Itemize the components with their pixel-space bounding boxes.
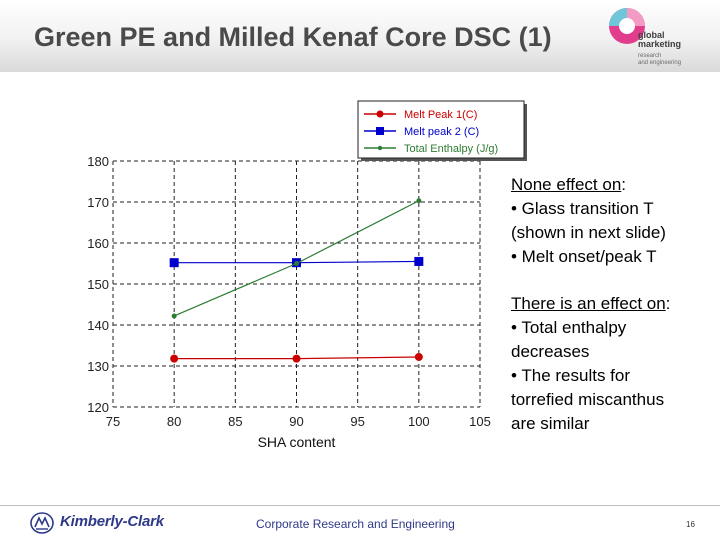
y-tick-label: 180: [87, 154, 109, 169]
legend-marker: [376, 127, 384, 135]
note-line: • Glass transition T: [511, 199, 654, 218]
data-point: [171, 313, 177, 319]
note-none-effect-heading: None effect on: [511, 175, 622, 194]
legend-label: Melt Peak 1(C): [404, 109, 477, 121]
note-line: • Total enthalpy: [511, 318, 627, 337]
y-tick-label: 160: [87, 236, 109, 251]
x-tick-label: 85: [228, 414, 242, 429]
data-point: [170, 354, 179, 363]
note-effect-colon: :: [665, 294, 671, 313]
company-name: Kimberly-Clark: [60, 513, 164, 530]
legend-marker: [377, 145, 383, 151]
y-tick-label: 130: [87, 359, 109, 374]
legend-label: Total Enthalpy (J/g): [404, 143, 498, 155]
x-tick-label: 100: [408, 414, 430, 429]
note-line: torrefied miscanthus: [511, 390, 665, 409]
note-line: are similar: [511, 414, 590, 433]
x-tick-label: 105: [469, 414, 491, 429]
footer-divider: [0, 505, 720, 506]
legend-marker: [376, 110, 384, 118]
data-point: [416, 198, 422, 204]
page-number: 16: [686, 520, 695, 529]
x-axis-label: SHA content: [258, 434, 336, 450]
data-point: [294, 261, 299, 266]
data-point: [414, 256, 424, 266]
note-effect: There is an effect on: • Total enthalpy …: [511, 292, 711, 436]
note-none-effect: None effect on: • Glass transition T (sh…: [511, 173, 711, 269]
slide-title: Green PE and Milled Kenaf Core DSC (1): [34, 22, 552, 52]
y-tick-label: 140: [87, 318, 109, 333]
logo-text-engineering: and engineering: [638, 60, 682, 66]
footer-department: Corporate Research and Engineering: [256, 517, 455, 531]
logo-text-research: research: [638, 53, 662, 59]
data-point: [414, 352, 423, 361]
global-marketing-logo-icon: [609, 8, 645, 44]
x-tick-label: 90: [289, 414, 303, 429]
y-tick-label: 120: [87, 400, 109, 415]
x-tick-label: 95: [350, 414, 364, 429]
x-tick-label: 80: [167, 414, 181, 429]
legend-label: Melt peak 2 (C): [404, 126, 479, 138]
note-none-effect-colon: :: [621, 175, 627, 194]
note-effect-heading: There is an effect on: [511, 294, 666, 313]
note-line: • Melt onset/peak T: [511, 247, 657, 266]
data-point: [169, 258, 179, 268]
note-line: • The results for: [511, 366, 631, 385]
kimberly-clark-logo-icon: [30, 512, 54, 534]
x-tick-label: 75: [106, 414, 120, 429]
note-line: (shown in next slide): [511, 223, 666, 242]
y-tick-label: 170: [87, 195, 109, 210]
logo-text-global: global: [638, 30, 665, 40]
data-point: [292, 354, 301, 363]
y-tick-label: 150: [87, 277, 109, 292]
logo-text-marketing: marketing: [638, 39, 682, 49]
header-band: [0, 0, 720, 72]
note-line: decreases: [511, 342, 590, 361]
